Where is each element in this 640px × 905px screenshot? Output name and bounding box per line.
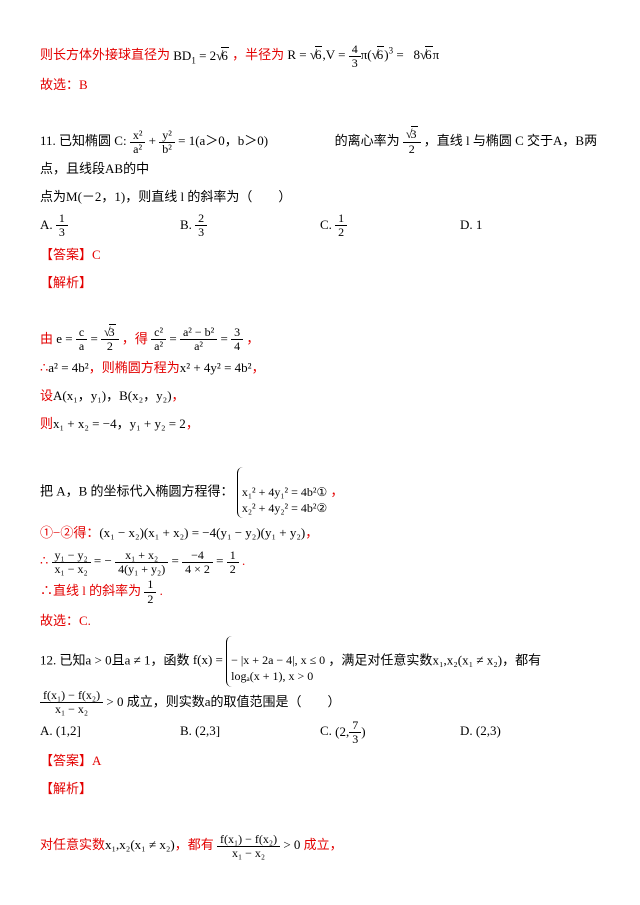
choice-b: B. 23 [180,212,320,240]
sums: 则x₁ + x₂ = −4，y₁ + y₂ = 2， [40,411,600,437]
line-top: 则长方体外接球直径为 BD1 = 26 ，半径为 R = 6,V = 43π(6… [40,42,600,70]
set-ab: 设A(x₁，y₁)，B(x₂，y₂)， [40,383,600,409]
answer-c: 【答案】C [40,242,600,268]
choice2-c: C. (2,73) [320,718,460,746]
eccentricity: 由 e = ca = 32 ，得 c²a² = a² − b²a² = 34 ， [40,326,600,354]
answer-b: 故选：B [40,72,600,98]
choice-d: D. 1 [460,212,600,240]
so-c: 故选：C. [40,608,600,634]
q12-line1: 12. 已知a > 0且a ≠ 1，函数 f(x) = − |x + 2a − … [40,636,600,687]
choice2-a: A. (1,2] [40,718,180,746]
choice-c: C. 12 [320,212,460,240]
q11-line1: 11. 已知椭圆 C: x²a² + y²b² = 1(a＞0，b＞0) 的离心… [40,128,600,182]
sub-in: 把 A，B 的坐标代入椭圆方程得： x₁² + 4y₁² = 4b²① x₂² … [40,467,600,518]
jiexi-1: 【解析】 [40,270,600,296]
choice2-b: B. (2,3] [180,718,320,746]
slope-calc: ∴ y₁ − y₂x₁ − x₂ = − x₁ + x₂4(y₁ + y₂) =… [40,548,600,576]
slope-result: ∴直线 l 的斜率为 12 . [40,578,600,606]
choice2-d: D. (2,3) [460,718,600,746]
jiexi-2: 【解析】 [40,776,600,802]
q11-choices: A. 13 B. 23 C. 12 D. 1 [40,212,600,240]
q11-line2: 点为M(－2，1)，则直线 l 的斜率为（ ） [40,184,600,210]
answer-a: 【答案】A [40,748,600,774]
q12-line2: f(x₁) − f(x₂)x₁ − x₂ > 0 成立，则实数a的取值范围是（ … [40,689,600,717]
q12-choices: A. (1,2] B. (2,3] C. (2,73) D. (2,3) [40,718,600,746]
a4b: ∴a² = 4b²，则椭圆方程为x² + 4y² = 4b²， [40,355,600,381]
choice-a: A. 13 [40,212,180,240]
diff: ①−②得：(x₁ − x₂)(x₁ + x₂) = −4(y₁ − y₂)(y₁… [40,520,600,546]
final: 对任意实数x₁,x₂(x₁ ≠ x₂)，都有 f(x₁) − f(x₂)x₁ −… [40,832,600,860]
